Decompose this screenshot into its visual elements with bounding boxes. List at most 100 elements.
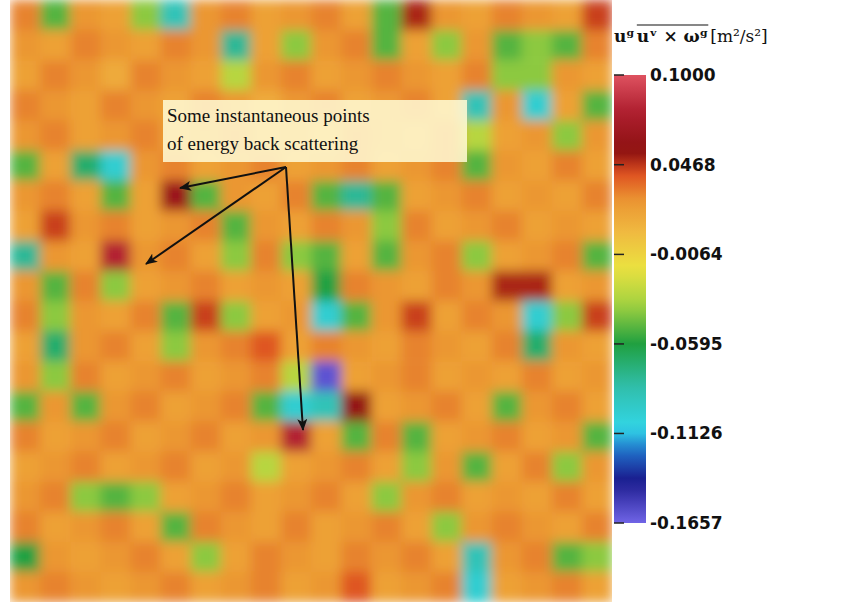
cell <box>40 151 71 182</box>
cell <box>462 482 493 513</box>
cell <box>311 271 342 302</box>
cell <box>70 30 101 61</box>
cell <box>311 512 342 543</box>
cell <box>40 30 71 61</box>
cell <box>130 30 161 61</box>
cell <box>130 331 161 362</box>
cell <box>10 90 41 121</box>
cell <box>40 181 71 212</box>
cell <box>191 361 222 392</box>
cell <box>40 271 71 302</box>
cell <box>191 542 222 573</box>
cell <box>40 542 71 573</box>
cell <box>552 512 583 543</box>
cell <box>462 331 493 362</box>
cell <box>161 181 192 212</box>
cell <box>341 181 372 212</box>
cell <box>582 0 612 31</box>
cell <box>10 30 41 61</box>
cell <box>552 361 583 392</box>
cell <box>582 60 612 91</box>
cell <box>221 301 252 332</box>
cell <box>371 60 402 91</box>
cell <box>492 60 523 91</box>
cell <box>401 482 432 513</box>
cell <box>130 452 161 483</box>
cell <box>70 271 101 302</box>
cell <box>281 271 312 302</box>
cell <box>70 241 101 272</box>
colorbar-tick <box>614 74 624 76</box>
cell <box>281 572 312 602</box>
cell <box>40 60 71 91</box>
cell <box>582 241 612 272</box>
cell <box>311 60 342 91</box>
cell <box>431 30 462 61</box>
cell <box>371 181 402 212</box>
cell <box>492 572 523 602</box>
cell <box>552 0 583 31</box>
cell <box>522 452 553 483</box>
cell <box>552 482 583 513</box>
cell <box>462 301 493 332</box>
annotation: Some instantaneous pointsof energy back … <box>146 100 467 430</box>
cell <box>221 30 252 61</box>
cell <box>281 0 312 31</box>
cell <box>221 361 252 392</box>
cell <box>582 181 612 212</box>
cell <box>401 331 432 362</box>
colorbar-tick-label: 0.1000 <box>650 65 716 85</box>
cell <box>161 60 192 91</box>
cell <box>100 30 131 61</box>
cell <box>100 60 131 91</box>
cell <box>100 90 131 121</box>
cell <box>582 120 612 151</box>
cell <box>311 361 342 392</box>
cell <box>311 572 342 602</box>
cell <box>221 421 252 452</box>
cell <box>311 391 342 422</box>
cell <box>371 542 402 573</box>
cell <box>130 120 161 151</box>
cell <box>70 391 101 422</box>
cell <box>341 30 372 61</box>
cell <box>582 271 612 302</box>
cell <box>10 331 41 362</box>
cell <box>552 181 583 212</box>
cell <box>522 211 553 242</box>
cell <box>251 391 282 422</box>
cell <box>251 241 282 272</box>
cell <box>492 512 523 543</box>
cell <box>552 60 583 91</box>
cell <box>462 271 493 302</box>
cell <box>251 181 282 212</box>
cell <box>221 452 252 483</box>
colorbar-tick-label: -0.0064 <box>650 244 723 264</box>
cell <box>582 151 612 182</box>
cell <box>371 421 402 452</box>
cell <box>281 391 312 422</box>
cell <box>10 181 41 212</box>
cell <box>221 60 252 91</box>
cell <box>431 421 462 452</box>
cell <box>522 301 553 332</box>
cell <box>70 572 101 602</box>
cell <box>371 30 402 61</box>
cell <box>10 391 41 422</box>
cell <box>462 361 493 392</box>
cell <box>552 421 583 452</box>
cell <box>281 512 312 543</box>
cell <box>70 120 101 151</box>
cell <box>40 391 71 422</box>
colorbar-tick <box>614 522 624 524</box>
cell <box>251 512 282 543</box>
cell <box>281 241 312 272</box>
cell <box>70 151 101 182</box>
cell <box>40 452 71 483</box>
cell <box>401 301 432 332</box>
field <box>10 0 612 602</box>
cell <box>40 361 71 392</box>
cell <box>130 572 161 602</box>
cell <box>371 572 402 602</box>
colorbar <box>614 75 646 523</box>
